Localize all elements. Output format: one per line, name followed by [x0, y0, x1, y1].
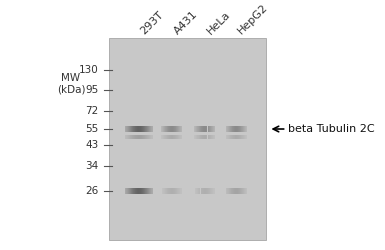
Text: 72: 72	[85, 106, 99, 116]
Text: beta Tubulin 2C: beta Tubulin 2C	[288, 124, 375, 134]
Text: 43: 43	[85, 140, 99, 150]
Text: 293T: 293T	[139, 9, 166, 36]
Text: 55: 55	[85, 124, 99, 134]
Text: HeLa: HeLa	[205, 9, 232, 36]
Text: A431: A431	[172, 9, 199, 36]
Text: 130: 130	[79, 64, 99, 74]
Text: 34: 34	[85, 161, 99, 171]
Text: 95: 95	[85, 85, 99, 95]
Text: 26: 26	[85, 186, 99, 196]
Bar	[109, 38, 266, 240]
Text: HepG2: HepG2	[236, 2, 270, 36]
Text: MW
(kDa): MW (kDa)	[57, 73, 85, 95]
